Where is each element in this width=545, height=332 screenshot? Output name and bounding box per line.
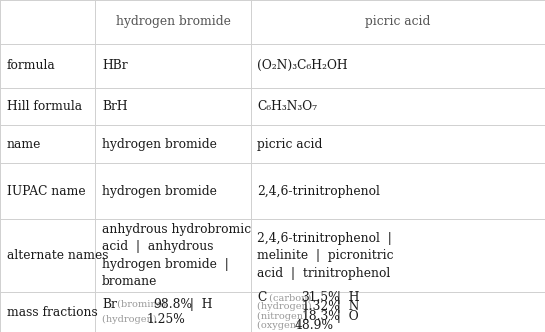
Text: |  O: | O <box>329 309 359 323</box>
Text: (hydrogen): (hydrogen) <box>257 302 315 311</box>
Text: hydrogen bromide: hydrogen bromide <box>102 138 217 151</box>
Text: Br: Br <box>102 297 117 311</box>
Text: (carbon): (carbon) <box>266 293 314 302</box>
Text: 18.3%: 18.3% <box>302 309 341 323</box>
Text: hydrogen bromide: hydrogen bromide <box>102 185 217 198</box>
Text: 98.8%: 98.8% <box>154 297 193 311</box>
Text: formula: formula <box>7 59 55 72</box>
Text: name: name <box>7 138 41 151</box>
Text: Hill formula: Hill formula <box>7 100 82 113</box>
Text: (oxygen): (oxygen) <box>257 321 303 330</box>
Text: anhydrous hydrobromic
acid  |  anhydrous
hydrogen bromide  |
bromane: anhydrous hydrobromic acid | anhydrous h… <box>102 223 251 289</box>
Text: (hydrogen): (hydrogen) <box>102 315 160 324</box>
Text: (bromine): (bromine) <box>114 299 169 309</box>
Text: picric acid: picric acid <box>257 138 323 151</box>
Text: alternate names: alternate names <box>7 249 108 262</box>
Text: 2,4,6-trinitrophenol  |
melinite  |  picronitric
acid  |  trinitrophenol: 2,4,6-trinitrophenol | melinite | picron… <box>257 232 393 280</box>
Text: HBr: HBr <box>102 59 128 72</box>
Text: 1.25%: 1.25% <box>147 313 185 326</box>
Text: C₆H₃N₃O₇: C₆H₃N₃O₇ <box>257 100 317 113</box>
Text: |  N: | N <box>329 300 360 313</box>
Text: 48.9%: 48.9% <box>294 319 334 332</box>
Text: C: C <box>257 291 267 304</box>
Text: 2,4,6-trinitrophenol: 2,4,6-trinitrophenol <box>257 185 380 198</box>
Text: (O₂N)₃C₆H₂OH: (O₂N)₃C₆H₂OH <box>257 59 348 72</box>
Text: 1.32%: 1.32% <box>302 300 341 313</box>
Text: 31.5%: 31.5% <box>301 291 340 304</box>
Text: (nitrogen): (nitrogen) <box>257 311 310 321</box>
Text: hydrogen bromide: hydrogen bromide <box>116 15 231 29</box>
Text: BrH: BrH <box>102 100 128 113</box>
Text: picric acid: picric acid <box>365 15 431 29</box>
Text: |  H: | H <box>329 291 360 304</box>
Text: IUPAC name: IUPAC name <box>7 185 85 198</box>
Text: mass fractions: mass fractions <box>7 305 98 319</box>
Text: |  H: | H <box>182 297 213 311</box>
